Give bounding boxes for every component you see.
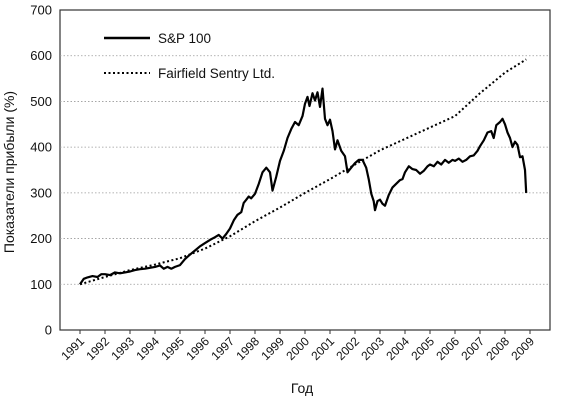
x-tick-label-1991: 1991 [58,334,87,363]
y-tick-label-200: 200 [30,231,52,246]
x-tick-label-1993: 1993 [108,334,137,363]
x-tick-label-2006: 2006 [433,334,462,363]
x-tick-label-1999: 1999 [258,334,287,363]
x-tick-label-2000: 2000 [283,334,312,363]
y-tick-label-500: 500 [30,94,52,109]
x-tick-label-1998: 1998 [233,334,262,363]
x-tick-label-1995: 1995 [158,334,187,363]
x-tick-label-2001: 2001 [308,334,337,363]
y-tick-label-700: 700 [30,3,52,18]
y-tick-label-100: 100 [30,277,52,292]
x-tick-label-1992: 1992 [83,334,112,363]
x-tick-label-2009: 2009 [508,334,537,363]
y-tick-label-400: 400 [30,140,52,155]
plot-area [59,9,551,331]
y-tick-label-300: 300 [30,185,52,200]
legend-label-fairfield: Fairfield Sentry Ltd. [158,66,275,81]
series-line-sp100 [79,87,528,285]
x-tick-label-2004: 2004 [383,334,412,363]
x-tick-label-2005: 2005 [408,334,437,363]
y-tick-label-0: 0 [45,323,52,338]
x-tick-label-2007: 2007 [458,334,487,363]
x-tick-label-2003: 2003 [358,334,387,363]
x-tick-label-2002: 2002 [333,334,362,363]
x-tick-label-2008: 2008 [483,334,512,363]
y-axis-title: Показатели прибыли (%) [1,91,17,253]
x-tick-label-1994: 1994 [133,334,162,363]
y-tick-label-600: 600 [30,48,52,63]
x-axis-title: Год [291,380,313,396]
legend: S&P 100 Fairfield Sentry Ltd. [104,31,275,81]
x-tick-label-1996: 1996 [183,334,212,363]
series-line-fairfield [79,58,527,286]
series-lines [79,58,528,286]
x-tick-label-1997: 1997 [208,334,237,363]
x-axis-ticks: 1991199219931994199519961997199819992000… [58,330,537,363]
y-axis-ticks: 0 100 200 300 400 500 600 700 [30,3,52,338]
legend-label-sp100: S&P 100 [158,31,211,46]
